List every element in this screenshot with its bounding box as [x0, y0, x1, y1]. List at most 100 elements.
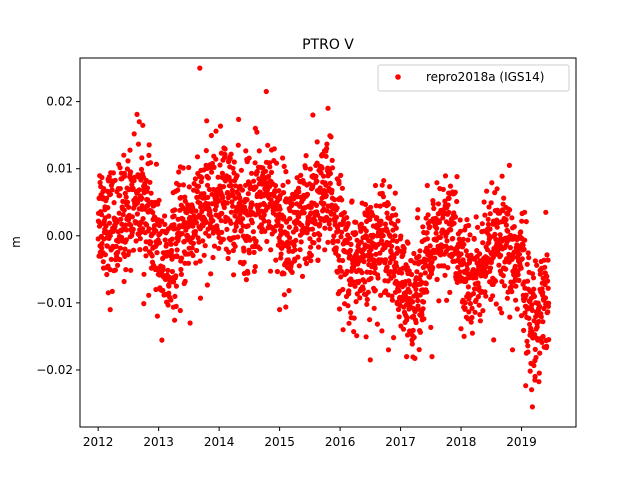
- data-point: [525, 349, 531, 355]
- data-point: [370, 232, 376, 238]
- data-point: [203, 148, 209, 154]
- data-point: [490, 293, 496, 299]
- data-point: [424, 182, 430, 189]
- data-point: [360, 286, 366, 292]
- data-point: [130, 226, 136, 232]
- data-point: [497, 232, 503, 238]
- data-point: [444, 238, 450, 244]
- data-point: [344, 215, 350, 221]
- data-point: [304, 191, 311, 198]
- data-point: [238, 198, 244, 204]
- data-point: [124, 227, 130, 233]
- data-point: [368, 252, 374, 258]
- data-point: [352, 283, 358, 289]
- data-point: [122, 246, 128, 252]
- data-point: [278, 223, 284, 229]
- data-point: [286, 224, 292, 230]
- data-point: [464, 271, 470, 277]
- data-point: [301, 210, 307, 216]
- data-point: [436, 298, 442, 304]
- data-point: [165, 302, 171, 308]
- legend-box: [377, 64, 570, 92]
- data-point: [219, 229, 225, 235]
- data-point: [468, 319, 474, 325]
- data-point: [465, 284, 471, 290]
- data-point: [499, 279, 505, 285]
- data-point: [363, 228, 369, 234]
- data-point: [505, 211, 511, 217]
- data-point: [470, 291, 477, 297]
- data-point: [140, 226, 146, 232]
- data-point: [166, 290, 172, 296]
- data-point: [483, 264, 489, 270]
- data-point: [367, 357, 373, 363]
- data-point: [422, 270, 428, 276]
- data-point: [435, 201, 441, 207]
- data-point: [295, 254, 301, 260]
- data-point: [458, 326, 464, 332]
- data-point: [277, 193, 283, 199]
- data-point: [276, 188, 282, 194]
- data-point: [328, 134, 334, 140]
- data-point: [437, 234, 443, 240]
- data-point: [491, 337, 497, 343]
- data-point: [542, 295, 549, 301]
- data-point: [104, 243, 110, 249]
- data-point: [160, 287, 166, 293]
- data-point: [465, 237, 471, 243]
- x-tick-label: 2012: [83, 435, 114, 449]
- data-point: [503, 266, 509, 272]
- data-point: [296, 214, 302, 220]
- data-point: [545, 278, 551, 284]
- data-point: [428, 324, 434, 330]
- data-point: [488, 200, 494, 206]
- data-point: [417, 292, 423, 298]
- data-point: [123, 222, 129, 228]
- data-point: [208, 271, 214, 277]
- data-point: [107, 307, 113, 313]
- data-point: [182, 194, 188, 200]
- data-point: [396, 288, 402, 294]
- data-point: [362, 201, 369, 208]
- data-point: [457, 228, 463, 234]
- data-point: [277, 206, 283, 212]
- data-point: [292, 247, 298, 253]
- data-point: [368, 275, 374, 281]
- data-point: [205, 201, 212, 207]
- data-point: [230, 203, 236, 209]
- data-point: [404, 354, 410, 360]
- data-point: [538, 314, 544, 320]
- data-point: [102, 252, 108, 258]
- data-point: [357, 295, 363, 301]
- data-point: [315, 257, 321, 263]
- data-point: [413, 319, 419, 326]
- data-point: [174, 254, 180, 260]
- data-point: [446, 195, 452, 201]
- data-point: [389, 243, 395, 249]
- data-point: [236, 116, 242, 122]
- data-point: [348, 241, 354, 247]
- data-point: [514, 306, 520, 312]
- data-point: [156, 222, 162, 229]
- data-point: [532, 346, 538, 352]
- data-point: [473, 214, 479, 220]
- data-point: [139, 203, 145, 209]
- data-point: [122, 173, 128, 179]
- data-point: [392, 233, 398, 239]
- data-point: [323, 182, 329, 188]
- data-point: [165, 267, 171, 273]
- data-point: [522, 310, 528, 316]
- data-point: [210, 218, 216, 224]
- data-point: [521, 327, 527, 333]
- data-point: [209, 160, 215, 167]
- data-point: [500, 208, 506, 214]
- data-point: [232, 243, 238, 249]
- data-point: [186, 164, 192, 171]
- data-point: [393, 212, 399, 218]
- data-point: [136, 187, 142, 193]
- data-point: [462, 300, 468, 306]
- data-point: [253, 184, 259, 190]
- legend: repro2018a (IGS14): [377, 64, 570, 92]
- data-point: [350, 279, 356, 285]
- data-point: [201, 191, 207, 197]
